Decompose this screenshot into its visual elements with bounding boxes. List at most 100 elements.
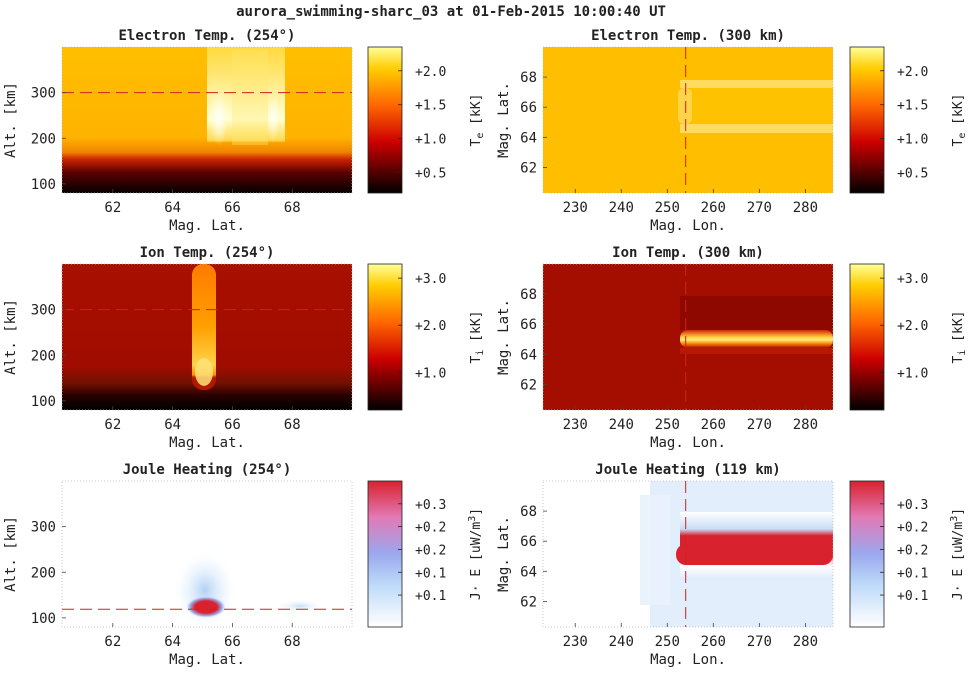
x-tick-label: 64 [164, 634, 181, 650]
axes-frame: 62 64 66 68 100 200 300 Mag. Lat. Alt. [km] [3, 263, 353, 451]
x-tick-label: 240 [609, 634, 634, 650]
y-tick-label: 66 [520, 317, 537, 333]
y-axis-label: Alt. [km] [3, 299, 19, 375]
axes-frame: 230 240 250 260 270 280 62 64 66 68 Mag. Lon. Mag. … [496, 46, 834, 234]
x-tick-label: 270 [747, 417, 772, 433]
colorbar-tick-label: +0.2 [897, 521, 928, 536]
y-tick-label: 66 [520, 534, 537, 550]
x-tick-label: 64 [164, 417, 181, 433]
axes-frame: 230 240 250 260 270 280 62 64 66 68 Mag. Lon. Mag. … [496, 480, 834, 668]
colorbar-tick-label: +0.3 [415, 498, 446, 513]
colorbar-tick-label: +0.5 [897, 167, 928, 182]
x-tick-label: 280 [793, 634, 818, 650]
axes-frame: 62 64 66 68 100 200 300 Mag. Lat. Alt. [km] [3, 480, 353, 668]
x-tick-label: 230 [563, 200, 588, 216]
colorbar-tick-label: +0.1 [897, 589, 928, 604]
y-tick-label: 66 [520, 100, 537, 116]
x-tick-label: 260 [701, 634, 726, 650]
heatmap-image [62, 264, 352, 410]
x-tick-label: 62 [104, 417, 121, 433]
plot-border [61, 480, 353, 628]
y-tick-label: 300 [31, 520, 56, 536]
x-tick-label: 240 [609, 200, 634, 216]
y-axis-label: Mag. Lat. [496, 82, 512, 158]
y-axis-label: Mag. Lat. [496, 516, 512, 592]
colorbar-tick-label: +2.0 [897, 319, 928, 334]
x-tick-label: 250 [655, 634, 680, 650]
x-tick-label: 62 [104, 200, 121, 216]
panel-title: Ion Temp. (300 km) [612, 245, 764, 261]
y-tick-label: 62 [520, 377, 537, 393]
x-tick-label: 260 [701, 417, 726, 433]
x-tick-label: 64 [164, 200, 181, 216]
plot-border [61, 263, 353, 411]
x-tick-label: 66 [224, 200, 241, 216]
y-tick-label: 100 [31, 177, 56, 193]
colorbar-gradient [849, 263, 885, 411]
panel-electron-temp-altitude: Electron Temp. (254°) 62 64 66 68 100 200 300 M… [3, 28, 486, 234]
y-tick-label: 100 [31, 394, 56, 410]
colorbar-tick-label: +3.0 [415, 272, 446, 287]
y-tick-label: 300 [31, 303, 56, 319]
y-axis-label: Alt. [km] [3, 516, 19, 592]
x-tick-label: 230 [563, 417, 588, 433]
y-tick-label: 62 [520, 594, 537, 610]
y-axis-label: Mag. Lat. [496, 299, 512, 375]
y-tick-label: 200 [31, 131, 56, 147]
colorbar-tick-label: +1.0 [415, 366, 446, 381]
colorbar-tick-label: +1.5 [415, 99, 446, 114]
panel-title: Joule Heating (119 km) [595, 462, 780, 478]
colorbar-gradient [367, 46, 403, 194]
x-axis-label: Mag. Lat. [169, 435, 245, 451]
colorbar-label: J· E [uW/m3] [467, 508, 484, 600]
x-tick-label: 280 [793, 200, 818, 216]
x-axis-label: Mag. Lat. [169, 652, 245, 668]
colorbar-label: J· E [uW/m3] [949, 508, 966, 600]
x-tick-label: 230 [563, 634, 588, 650]
x-axis-label: Mag. Lon. [650, 652, 726, 668]
colorbar: +0.1 +0.1 +0.2 +0.2 +0.3 J· E [uW/m3] [367, 480, 484, 628]
colorbar-tick-label: +1.0 [897, 133, 928, 148]
panel-title: Electron Temp. (300 km) [591, 28, 785, 44]
colorbar-tick-label: +2.0 [897, 65, 928, 80]
colorbar-label: Ti [kK] [469, 311, 486, 364]
axes-frame: 62 64 66 68 100 200 300 Mag. Lat. Alt. [km] [3, 46, 353, 234]
x-tick-label: 62 [104, 634, 121, 650]
x-axis-label: Mag. Lat. [169, 218, 245, 234]
plot-border [542, 263, 834, 411]
colorbar-gradient [367, 480, 403, 628]
colorbar-gradient [367, 263, 403, 411]
y-tick-label: 300 [31, 86, 56, 102]
x-tick-label: 280 [793, 417, 818, 433]
y-tick-label: 100 [31, 611, 56, 627]
x-tick-label: 250 [655, 417, 680, 433]
x-tick-label: 240 [609, 417, 634, 433]
colorbar-tick-label: +3.0 [897, 272, 928, 287]
x-tick-label: 68 [284, 417, 301, 433]
y-tick-label: 68 [520, 287, 537, 303]
colorbar-tick-label: +1.0 [897, 366, 928, 381]
x-tick-label: 270 [747, 200, 772, 216]
panel-title: Electron Temp. (254°) [118, 28, 295, 44]
panel-ion-temp-altitude: Ion Temp. (254°) 62 64 66 68 100 200 300 Mag. L… [3, 245, 486, 451]
x-tick-label: 260 [701, 200, 726, 216]
colorbar-label: Te [kK] [951, 94, 968, 147]
colorbar: +0.5 +1.0 +1.5 +2.0 Te [kK] [367, 46, 486, 194]
x-tick-label: 68 [284, 634, 301, 650]
y-tick-label: 68 [520, 70, 537, 86]
plot-border [61, 46, 353, 194]
x-tick-label: 68 [284, 200, 301, 216]
axes-frame: 230 240 250 260 270 280 62 64 66 68 Mag. Lon. Mag. … [496, 263, 834, 451]
panel-joule-heating-119km: Joule Heating (119 km) 230 240 250 260 270 28… [496, 462, 966, 668]
colorbar-tick-label: +0.5 [415, 167, 446, 182]
panel-ion-temp-300km: Ion Temp. (300 km) 230 240 250 260 270 280 62 6… [496, 245, 968, 451]
x-tick-label: 66 [224, 417, 241, 433]
panel-electron-temp-300km: Electron Temp. (300 km) 230 240 250 260 270 2… [496, 28, 968, 234]
y-tick-label: 64 [520, 564, 537, 580]
colorbar: +1.0 +2.0 +3.0 Ti [kK] [367, 263, 486, 411]
x-tick-label: 250 [655, 200, 680, 216]
panel-title: Ion Temp. (254°) [140, 245, 275, 261]
colorbar-tick-label: +0.2 [415, 543, 446, 558]
heatmap-image [543, 47, 833, 193]
